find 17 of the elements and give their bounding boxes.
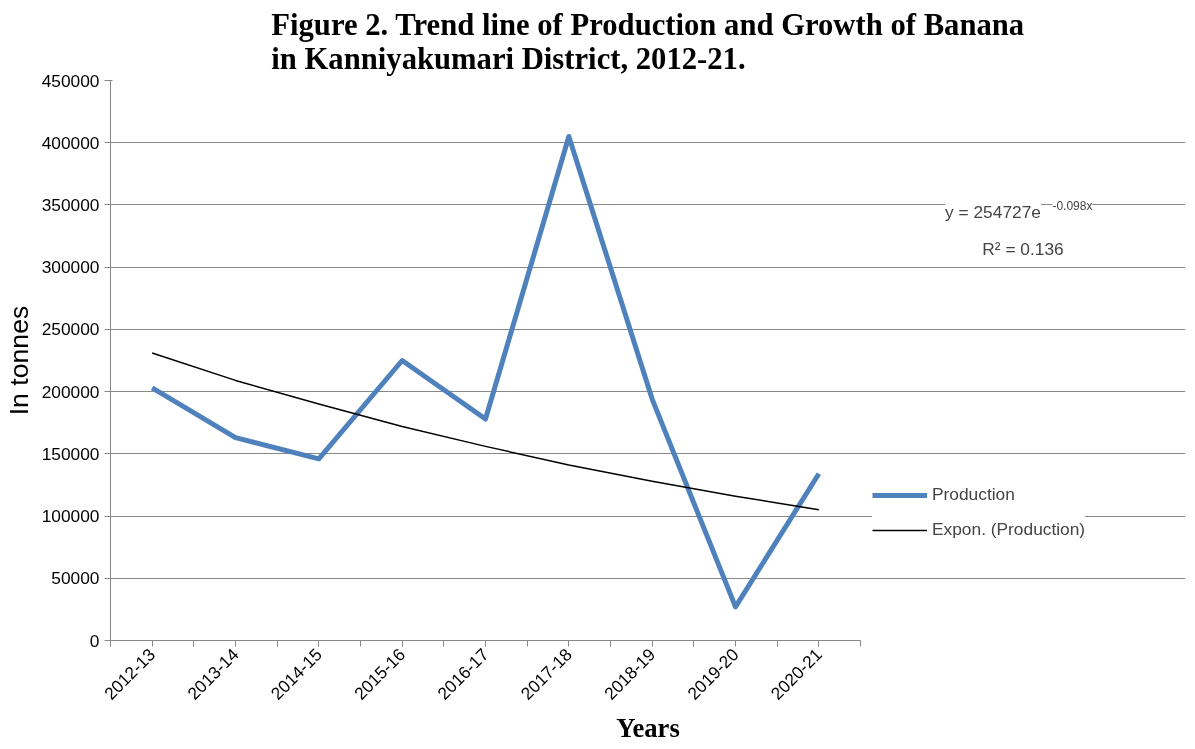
x-axis-title: Years: [616, 712, 680, 743]
text: y = 254727e-0.098x: [945, 199, 1093, 223]
chart-title: Figure 2. Trend line of Production and Growth of Banana in Kanniyakumari District, 2012-21.: [271, 7, 1025, 76]
y-tick-label: 50000: [51, 568, 100, 589]
y-tick-label: 150000: [41, 443, 100, 464]
y-axis-title: In tonnes: [3, 305, 34, 416]
y-tick-label: 350000: [41, 194, 100, 215]
y-tick-label: 200000: [41, 381, 100, 402]
legend-label: Production: [932, 484, 1015, 505]
legend-label: Expon. (Production): [932, 519, 1086, 540]
y-tick-label: 250000: [41, 319, 100, 340]
text: R² = 0.136: [982, 238, 1064, 259]
y-tick-label: 100000: [41, 506, 100, 527]
y-tick-label: 400000: [41, 132, 100, 153]
y-tick-label: 450000: [41, 70, 100, 91]
y-tick-label: 0: [89, 630, 100, 651]
y-tick-label: 300000: [41, 257, 100, 278]
